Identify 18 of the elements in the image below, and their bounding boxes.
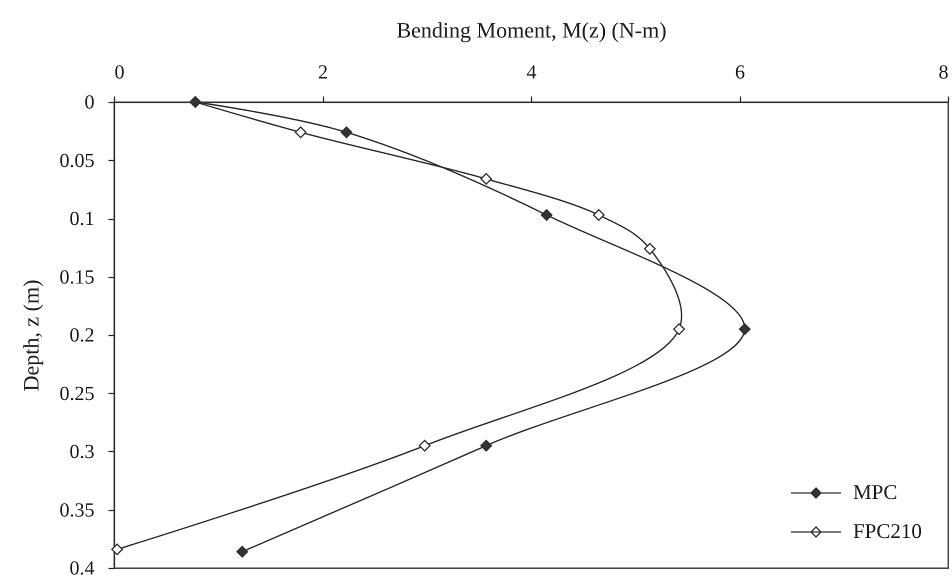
x-axis-title: Bending Moment, M(z) (N-m) — [396, 18, 667, 42]
y-tick-label: 0 — [84, 92, 94, 114]
y-tick-label: 0.15 — [60, 266, 94, 288]
y-axis-title: Depth, z (m) — [18, 280, 44, 392]
x-tick-label: 8 — [938, 62, 948, 84]
y-tick-label: 0.35 — [60, 499, 94, 522]
x-tick-label: 2 — [318, 62, 328, 84]
y-tick-label: 0.05 — [60, 150, 94, 172]
legend-label: FPC210 — [853, 519, 922, 543]
y-tick-label: 0.25 — [60, 382, 94, 405]
legend-label: MPC — [853, 480, 898, 504]
y-tick-label: 0.1 — [70, 208, 94, 230]
x-tick-label: 0 — [114, 62, 124, 84]
x-tick-label: 6 — [735, 62, 745, 84]
y-tick-label: 0.2 — [70, 324, 94, 346]
x-tick-label: 4 — [526, 62, 536, 84]
y-tick-label: 0.4 — [70, 558, 94, 580]
y-tick-label: 0.3 — [70, 441, 94, 463]
